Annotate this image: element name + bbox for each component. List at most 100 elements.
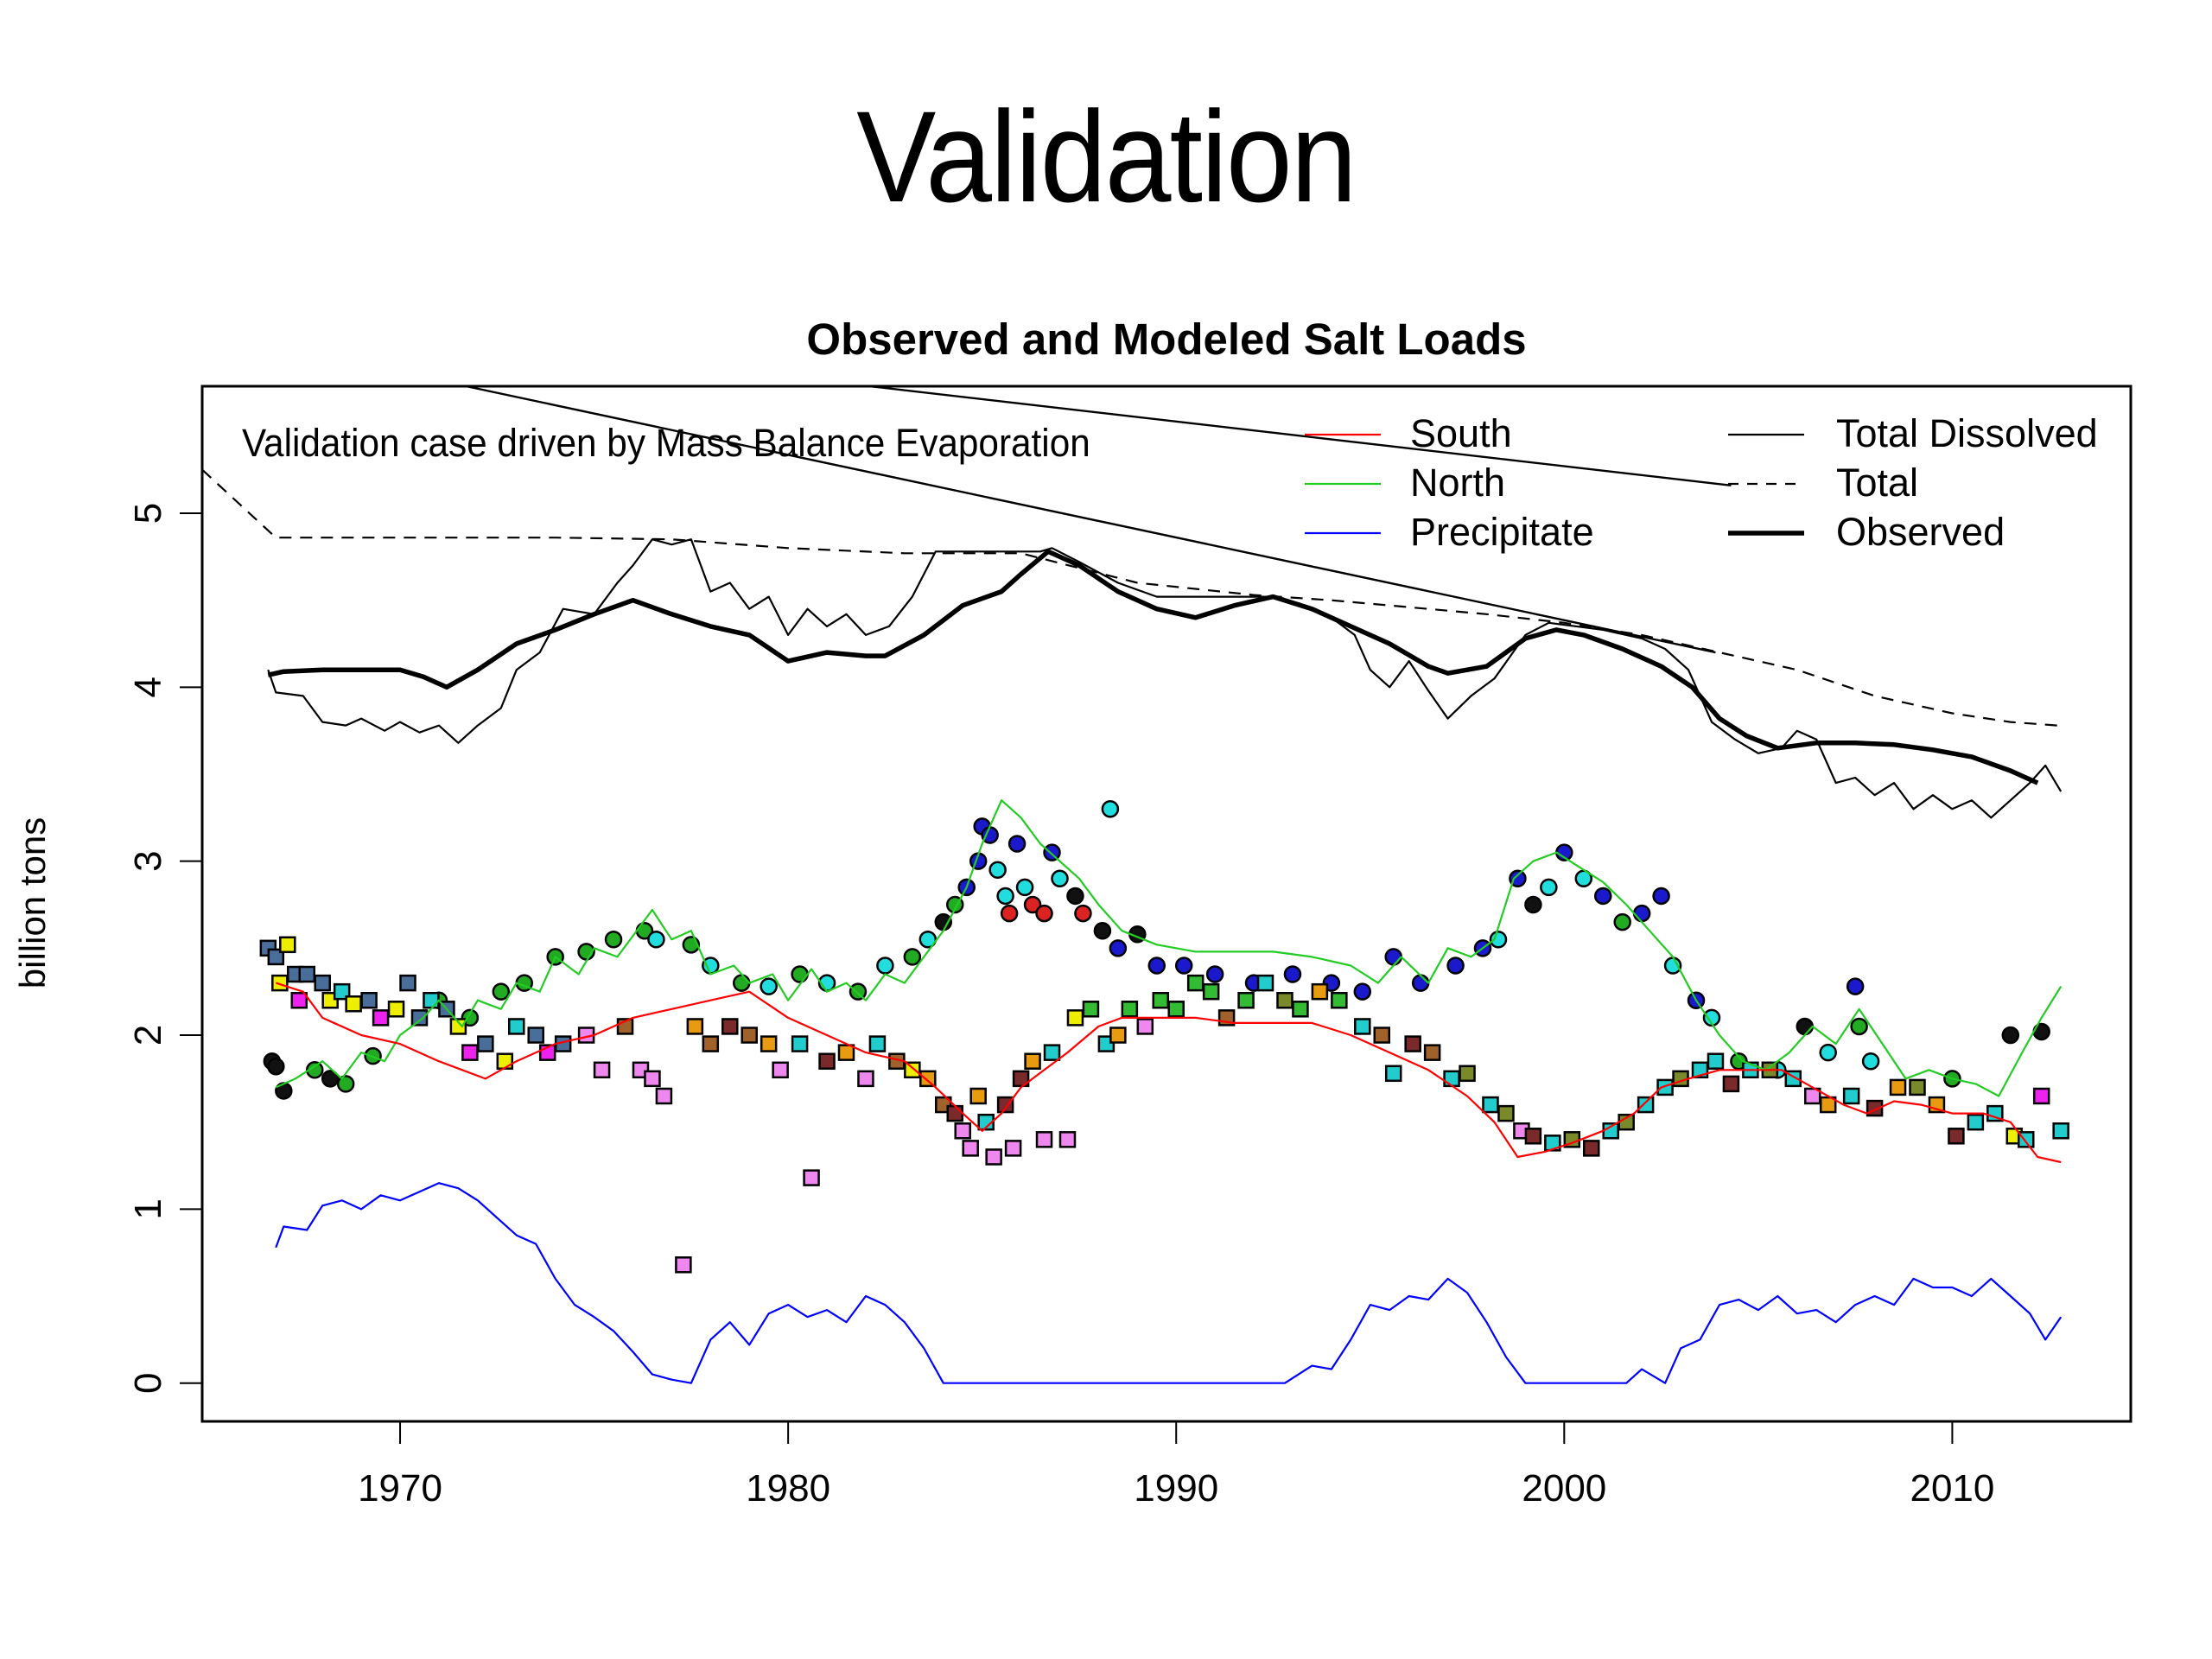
- observed-square-point: [477, 1035, 494, 1052]
- observed-square-point: [1803, 1087, 1821, 1105]
- observed-square-point: [686, 1018, 704, 1035]
- observed-square-point: [360, 991, 378, 1009]
- observed-circle-point: [1174, 957, 1193, 975]
- observed-circle-point: [1632, 904, 1651, 923]
- observed-square-point: [1292, 1001, 1309, 1018]
- observed-square-point: [1819, 1096, 1837, 1114]
- observed-square-point: [333, 982, 351, 1001]
- observed-square-point: [1136, 1018, 1154, 1035]
- observed-circle-point: [1147, 957, 1166, 975]
- observed-circle-point: [492, 982, 511, 1001]
- observed-square-point: [1637, 1096, 1655, 1114]
- observed-circle-point: [1846, 977, 1865, 995]
- observed-square-point: [1043, 1044, 1061, 1061]
- observed-circle-point: [336, 1075, 355, 1093]
- observed-circle-point: [267, 1058, 285, 1076]
- observed-circle-point: [1861, 1052, 1880, 1071]
- observed-square-point: [985, 1148, 1002, 1166]
- observed-square-point: [1066, 1009, 1084, 1027]
- observed-square-point: [267, 948, 285, 966]
- observed-square-point: [1423, 1044, 1441, 1061]
- observed-square-point: [1202, 982, 1220, 1001]
- observed-circle-point: [1109, 939, 1128, 957]
- x-tick-label: 1990: [1134, 1467, 1218, 1510]
- observed-square-point: [1889, 1078, 1907, 1096]
- plot-annotation: Validation case driven by Mass Balance E…: [242, 422, 1090, 465]
- observed-circle-point: [1613, 912, 1631, 931]
- observed-circle-point: [2001, 1026, 2020, 1045]
- observed-square-point: [1354, 1018, 1371, 1035]
- observed-circle-point: [604, 931, 623, 949]
- x-tick-label: 1980: [746, 1467, 830, 1510]
- observed-square-point: [1497, 1104, 1515, 1122]
- observed-square-point: [1722, 1075, 1740, 1093]
- observed-square-point: [423, 991, 440, 1009]
- observed-square-point: [1583, 1140, 1600, 1157]
- observed-square-point: [721, 1018, 739, 1035]
- observed-square-point: [655, 1087, 673, 1105]
- observed-square-point: [954, 1122, 971, 1140]
- observed-square-point: [1656, 1078, 1674, 1096]
- observed-square-point: [1024, 1052, 1041, 1070]
- observed-circle-point: [1283, 965, 1302, 983]
- observed-circle-point: [1101, 800, 1120, 818]
- observed-square-point: [1256, 974, 1274, 992]
- observed-square-point: [741, 1027, 758, 1044]
- observed-circle-point: [1015, 878, 1034, 897]
- observed-circle-point: [760, 977, 778, 995]
- observed-square-point: [1311, 982, 1329, 1001]
- observed-circle-point: [1489, 931, 1508, 949]
- observed-circle-point: [1007, 835, 1027, 853]
- observed-square-point: [508, 1018, 525, 1035]
- legend-label: South: [1410, 411, 1512, 455]
- observed-square-point: [868, 1035, 887, 1052]
- observed-square-point: [298, 965, 316, 983]
- observed-square-points: [259, 936, 2069, 1274]
- observed-square-point: [527, 1027, 544, 1044]
- observed-square-point: [449, 1018, 467, 1035]
- observed-square-point: [996, 1096, 1014, 1114]
- observed-square-point: [1121, 1001, 1139, 1018]
- series-line-observed: [267, 549, 2039, 785]
- series-line-total-dissolved: [267, 538, 2063, 819]
- legend-label: Total Dissolved: [1836, 411, 2098, 455]
- observed-square-point: [1948, 1128, 1965, 1145]
- reference-lines: [466, 386, 1732, 654]
- observed-circle-point: [1051, 869, 1069, 888]
- observed-circle-point: [1384, 948, 1402, 966]
- observed-square-point: [1167, 1001, 1185, 1018]
- legend-label: Total: [1836, 461, 1918, 505]
- legend-label: Precipitate: [1410, 510, 1594, 554]
- legend-label: North: [1410, 461, 1505, 505]
- observed-square-point: [1152, 991, 1170, 1009]
- observed-square-point: [1459, 1065, 1476, 1083]
- observed-square-point: [1012, 1070, 1030, 1088]
- observed-square-point: [1967, 1113, 1985, 1131]
- observed-square-point: [1482, 1096, 1499, 1114]
- y-tick-label: 0: [127, 1372, 169, 1393]
- series-line-total: [202, 468, 2057, 727]
- observed-square-point: [919, 1070, 937, 1088]
- observed-square-point: [1082, 1001, 1100, 1018]
- series-line-south: [275, 982, 2062, 1164]
- observed-circle-point: [1819, 1043, 1837, 1062]
- observed-circle-point: [1652, 887, 1670, 906]
- observed-square-point: [1331, 991, 1348, 1009]
- observed-square-point: [372, 1009, 390, 1027]
- observed-square-point: [1186, 974, 1205, 992]
- observed-square-point: [1004, 1140, 1022, 1157]
- observed-square-point: [904, 1061, 921, 1079]
- observed-square-point: [644, 1070, 661, 1088]
- observed-square-point: [279, 936, 296, 954]
- chart-title: Observed and Modeled Salt Loads: [806, 315, 1526, 364]
- observed-circle-point: [1411, 974, 1430, 992]
- observed-square-point: [314, 974, 331, 992]
- observed-circle-point: [1796, 1017, 1815, 1036]
- observed-square-point: [496, 1052, 514, 1070]
- reference-diagonal-1: [466, 386, 1716, 654]
- legend-label: Observed: [1836, 510, 2005, 554]
- observed-square-point: [962, 1140, 979, 1157]
- observed-square-point: [977, 1113, 995, 1131]
- observed-square-point: [1909, 1078, 1926, 1096]
- observed-square-point: [760, 1035, 778, 1052]
